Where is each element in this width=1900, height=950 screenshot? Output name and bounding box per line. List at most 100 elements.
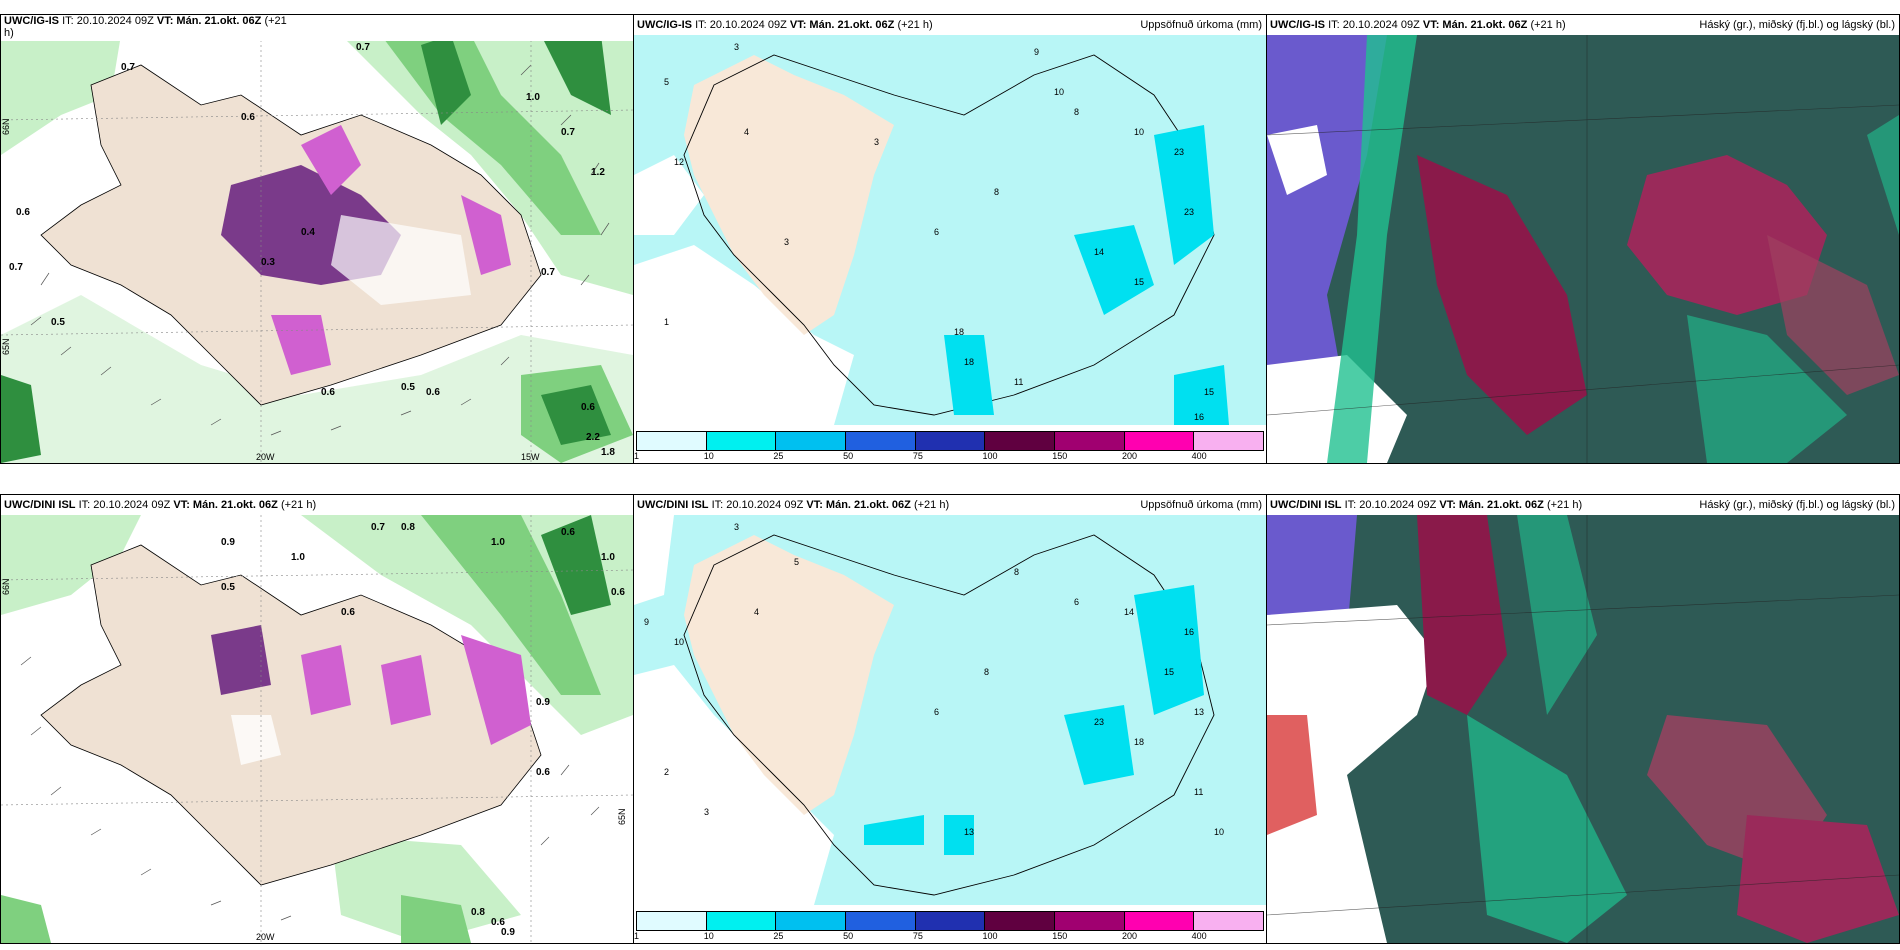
value-label: 1.2 (591, 167, 605, 178)
colorbar-segment (637, 432, 707, 450)
value-label: 1.8 (601, 447, 615, 458)
value-label: 0.8 (471, 907, 485, 918)
value-label: 3 (784, 237, 789, 247)
panel-title: Háský (gr.), miðský (fj.bl.) og lágský (… (1699, 499, 1895, 511)
panel-cloud-top: UWC/IG-IS IT: 20.10.2024 09Z VT: Mán. 21… (1266, 14, 1900, 464)
value-label: 1.0 (491, 537, 505, 548)
colorbar-tick: 75 (912, 451, 923, 461)
value-label: 23 (1174, 147, 1184, 157)
init-time: IT: 20.10.2024 09Z (1328, 19, 1420, 31)
value-label: 0.6 (321, 387, 335, 398)
model-name: UWC/IG-IS (4, 15, 59, 27)
value-label: 13 (964, 827, 974, 837)
colorbar-segment (1194, 432, 1264, 450)
colorbar-segment (1055, 432, 1125, 450)
colorbar-tick: 50 (843, 931, 854, 941)
value-label: 2 (664, 767, 669, 777)
value-label: 0.6 (16, 207, 30, 218)
colorbar-segment (776, 912, 847, 930)
colorbar-tick: 400 (1191, 451, 1207, 461)
colorbar-segment (1194, 912, 1264, 930)
value-label: 11 (1194, 787, 1203, 797)
lat-label: 66N (1, 578, 11, 595)
panel-precip-top: UWC/IG-IS IT: 20.10.2024 09Z VT: Mán. 21… (0, 14, 634, 464)
colorbar-segment (846, 912, 916, 930)
value-label: 8 (984, 667, 989, 677)
value-label: 6 (1074, 597, 1079, 607)
lead-time: (+21 (264, 15, 287, 27)
lead-time: (+21 h) (897, 19, 933, 31)
panel-accum-bottom: UWC/DINI ISL IT: 20.10.2024 09Z VT: Mán.… (633, 494, 1267, 944)
lat-label: 65N (617, 808, 627, 825)
colorbar-segment (985, 912, 1056, 930)
value-label: 0.6 (491, 917, 505, 928)
panel-title: Háský (gr.), miðský (fj.bl.) og lágský (… (1699, 19, 1895, 31)
value-label: 15 (1164, 667, 1174, 677)
value-label: 23 (1094, 717, 1104, 727)
value-label: 0.6 (536, 767, 550, 778)
model-name: UWC/DINI ISL (637, 499, 709, 511)
colorbar-segment (915, 912, 986, 930)
model-name: UWC/IG-IS (1270, 19, 1325, 31)
lon-label: 20W (256, 932, 275, 942)
lat-label: 66N (1, 118, 11, 135)
colorbar-tick: 25 (773, 451, 784, 461)
value-label: 0.6 (581, 402, 595, 413)
value-label: 6 (934, 227, 939, 237)
colorbar-tick: 150 (1052, 931, 1068, 941)
colorbar-tick: 100 (982, 931, 998, 941)
panel-title: Uppsöfnuð úrkoma (mm) (1140, 19, 1262, 31)
value-label: 0.5 (221, 582, 235, 593)
valid-time: VT: Mán. 21.okt. 06Z (1422, 19, 1528, 31)
value-label: 1.0 (526, 92, 540, 103)
colorbar-tick: 1 (634, 931, 640, 941)
value-label: 0.7 (541, 267, 555, 278)
value-label: 18 (954, 327, 964, 337)
colorbar-segment (1055, 912, 1125, 930)
value-label: 4 (754, 607, 759, 617)
valid-time: VT: Mán. 21.okt. 06Z (156, 15, 262, 27)
value-label: 10 (1134, 127, 1144, 137)
value-label: 0.7 (9, 262, 23, 273)
colorbar-ticks: 1 10 25 50 75 100 150 200 400 (634, 451, 1264, 463)
colorbar-segment (637, 912, 707, 930)
value-label: 0.7 (561, 127, 575, 138)
lead-time-unit: h) (4, 27, 14, 39)
value-label: 3 (734, 42, 739, 52)
value-label: 0.6 (561, 527, 575, 538)
colorbar (636, 431, 1264, 451)
precip-map-bottom: 0.9 1.0 0.7 0.8 1.0 0.6 1.0 0.6 0.9 0.6 … (1, 515, 633, 943)
value-label: 10 (1054, 87, 1064, 97)
model-name: UWC/IG-IS (637, 19, 692, 31)
value-label: 0.3 (261, 257, 275, 268)
value-label: 2.2 (586, 432, 600, 443)
value-label: 23 (1184, 207, 1194, 217)
value-label: 0.6 (611, 587, 625, 598)
colorbar-tick: 1 (634, 451, 640, 461)
value-label: 18 (1134, 737, 1144, 747)
value-label: 0.6 (341, 607, 355, 618)
value-label: 8 (1074, 107, 1079, 117)
init-time: IT: 20.10.2024 09Z (695, 19, 787, 31)
colorbar-tick: 100 (982, 451, 998, 461)
value-label: 0.4 (301, 227, 315, 238)
accum-map-top: 3 5 12 4 3 9 10 8 10 23 23 15 14 18 18 1… (634, 35, 1266, 425)
colorbar-segment (706, 912, 777, 930)
value-label: 16 (1184, 627, 1194, 637)
panel-precip-bottom: UWC/DINI ISL IT: 20.10.2024 09Z VT: Mán.… (0, 494, 634, 944)
panel-header: UWC/IG-IS IT: 20.10.2024 09Z VT: Mán. 21… (1267, 15, 1899, 35)
cloud-map-bottom (1267, 515, 1899, 943)
value-label: 5 (794, 557, 799, 567)
colorbar-segment (915, 432, 986, 450)
panel-header: UWC/IG-IS IT: 20.10.2024 09Z VT: Mán. 21… (1, 15, 633, 41)
panel-header: UWC/DINI ISL IT: 20.10.2024 09Z VT: Mán.… (1267, 495, 1899, 515)
lat-label: 65N (1, 338, 11, 355)
colorbar-ticks: 1 10 25 50 75 100 150 200 400 (634, 931, 1264, 943)
lead-time: (+21 h) (280, 499, 317, 511)
value-label: 10 (674, 637, 684, 647)
lon-label: 15W (521, 452, 540, 462)
valid-time: VT: Mán. 21.okt. 06Z (1439, 499, 1544, 511)
colorbar-tick: 200 (1121, 451, 1137, 461)
value-label: 1.0 (291, 552, 305, 563)
colorbar-segment (985, 432, 1056, 450)
